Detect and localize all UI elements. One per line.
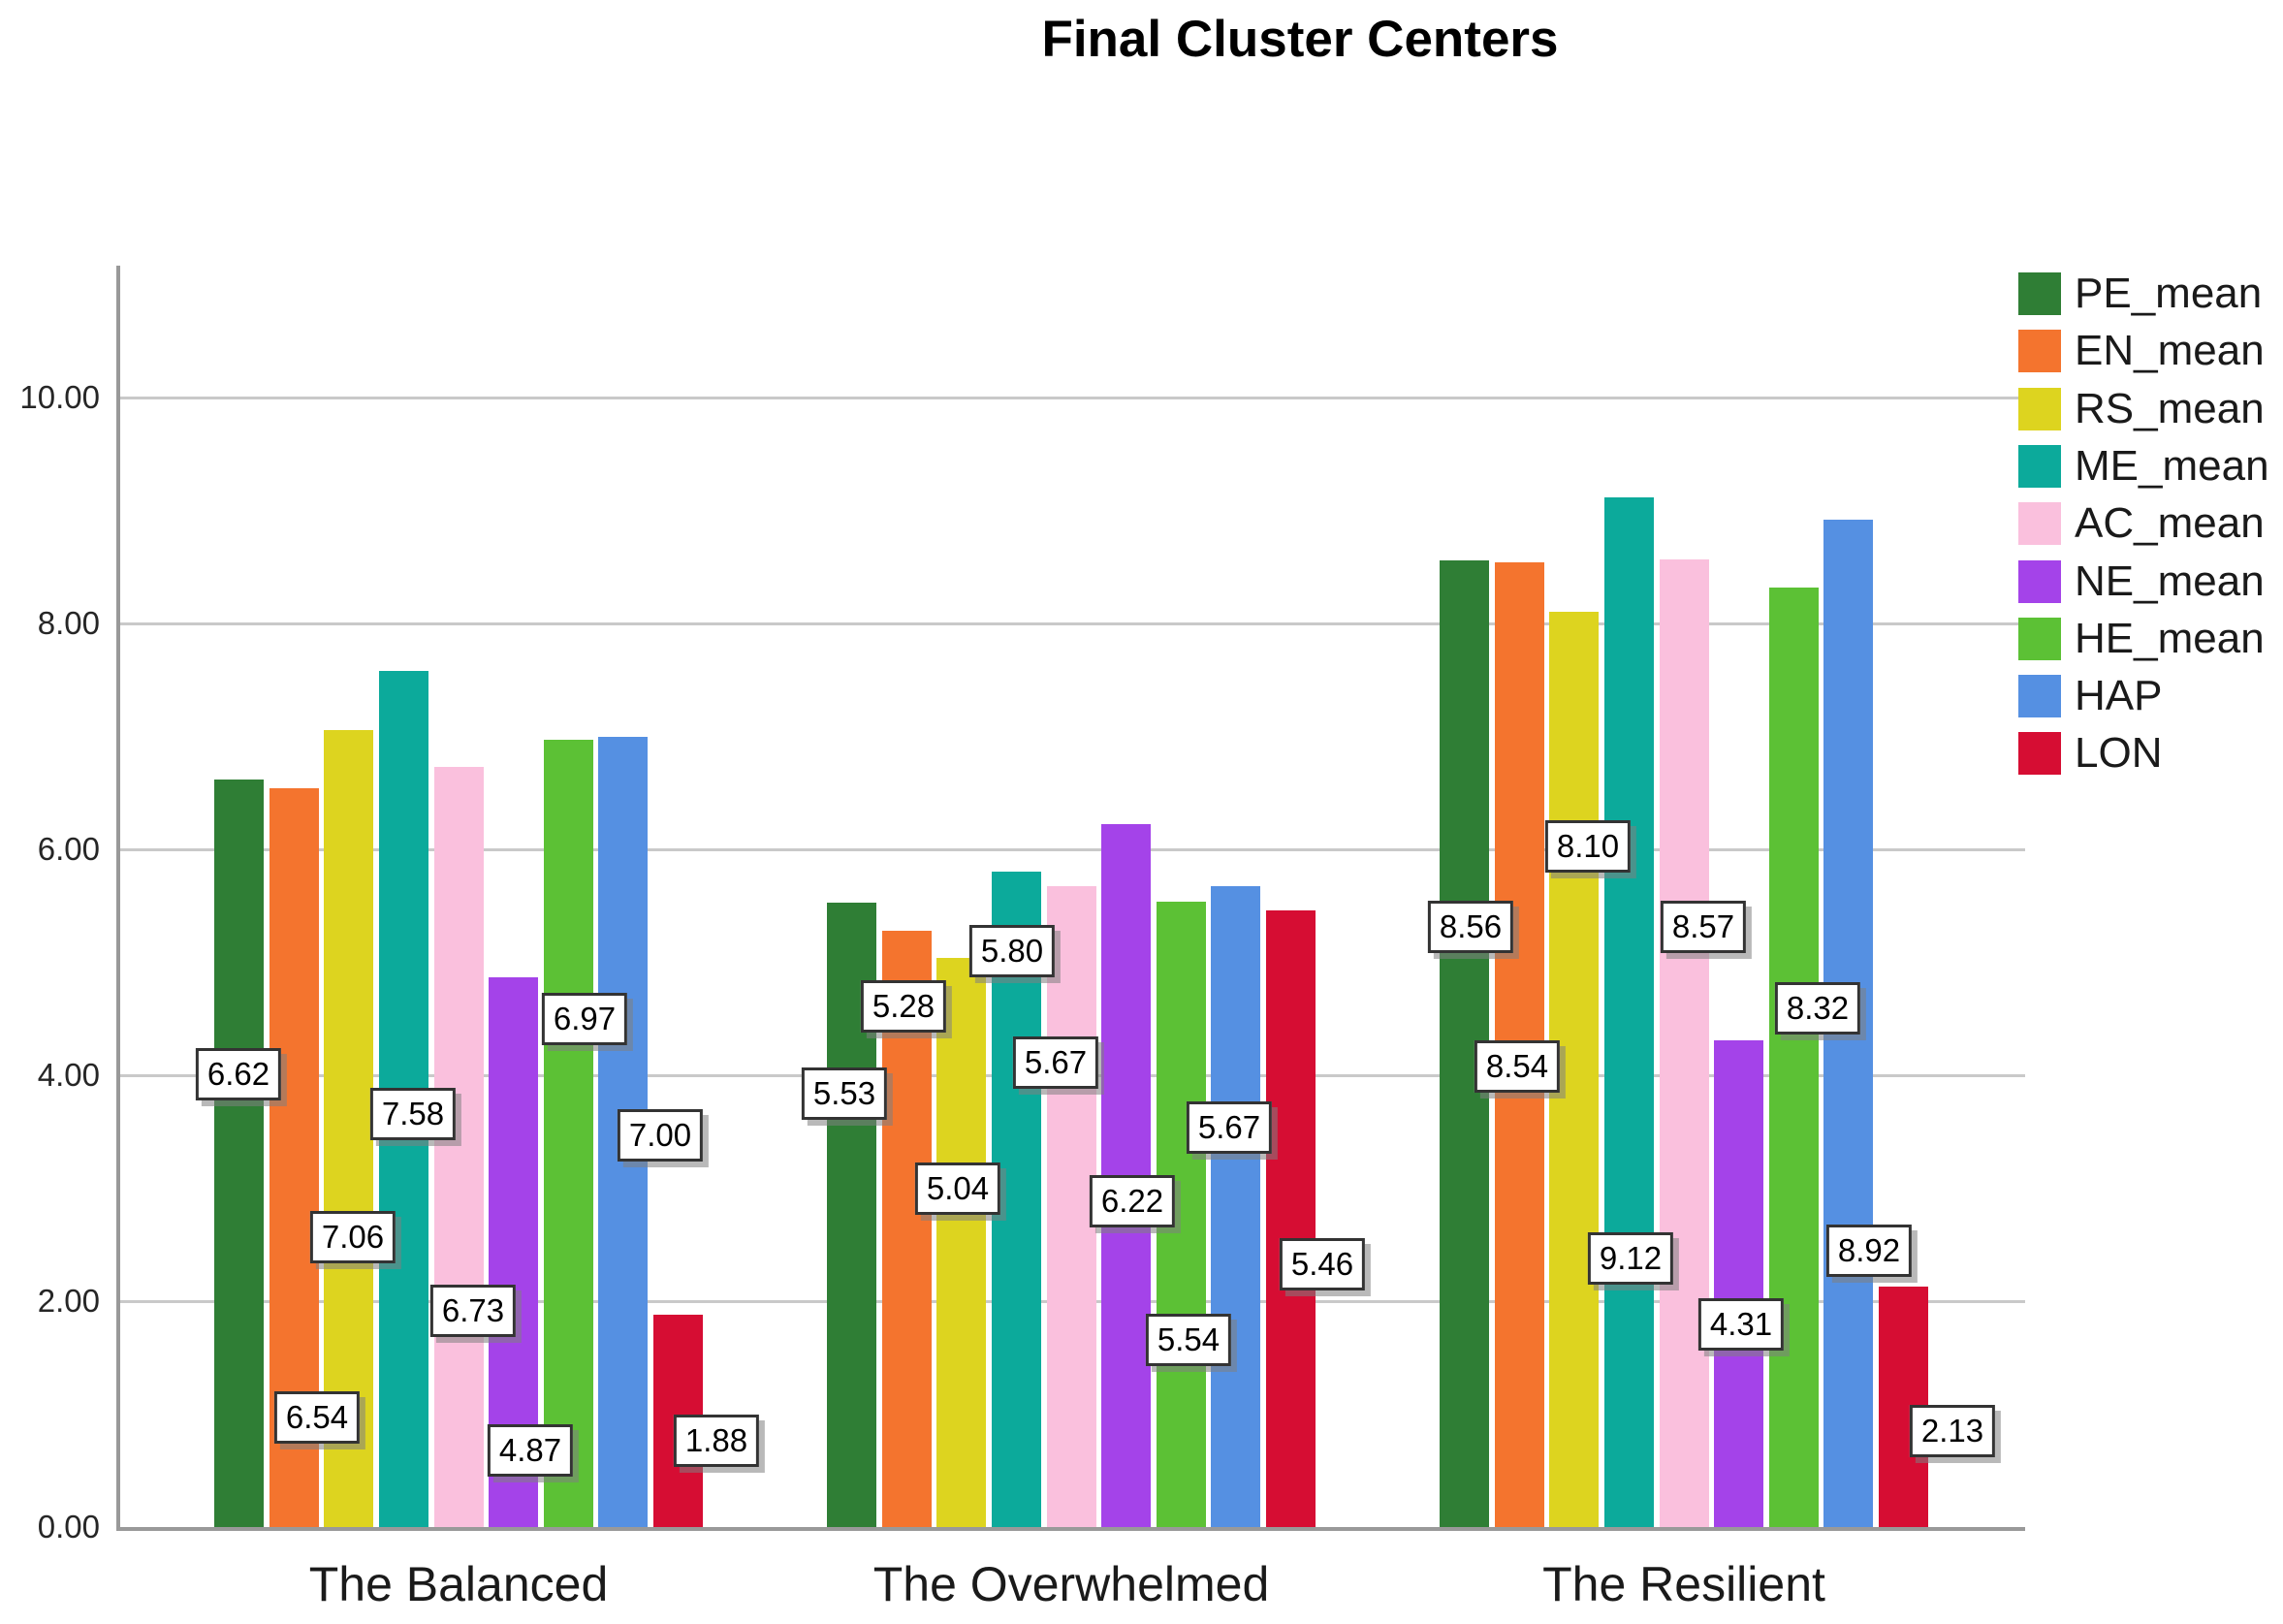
legend-swatch-AC_mean <box>2018 502 2061 546</box>
legend-label-RS_mean: RS_mean <box>2075 384 2265 432</box>
gridline-8.00 <box>120 622 2025 625</box>
legend-swatch-LON <box>2018 732 2061 776</box>
legend-swatch-ME_mean <box>2018 444 2061 488</box>
legend-label-PE_mean: PE_mean <box>2075 270 2263 317</box>
gridline-10.00 <box>120 397 2025 399</box>
value-label-RS_mean-cat1: 5.04 <box>914 1162 1001 1215</box>
value-label-HAP-cat1: 5.67 <box>1186 1100 1273 1154</box>
value-label-RS_mean-cat0: 7.06 <box>309 1210 396 1263</box>
bar-AC_mean-cat0 <box>433 766 484 1527</box>
value-label-LON-cat1: 5.46 <box>1279 1237 1366 1290</box>
category-label-1: The Overwhelmed <box>872 1557 1270 1611</box>
value-label-ME_mean-cat0: 7.58 <box>369 1087 457 1140</box>
bar-PE_mean-cat0 <box>214 779 265 1527</box>
y-tick-label: 2.00 <box>37 1283 100 1319</box>
legend-label-AC_mean: AC_mean <box>2075 499 2265 548</box>
value-label-RS_mean-cat2: 8.10 <box>1544 819 1632 873</box>
legend-swatch-HAP <box>2018 675 2061 718</box>
value-label-EN_mean-cat1: 5.28 <box>860 979 947 1033</box>
legend-label-EN_mean: EN_mean <box>2075 327 2265 375</box>
category-label-0: The Balanced <box>308 1557 609 1611</box>
y-tick-label: 6.00 <box>37 831 100 867</box>
value-label-HE_mean-cat1: 5.54 <box>1145 1313 1232 1366</box>
value-label-HAP-cat2: 8.92 <box>1825 1224 1913 1277</box>
legend: PE_mean EN_mean RS_mean ME_mean AC_mean NE_me… <box>2018 0 2283 1624</box>
y-tick-label: 8.00 <box>37 605 100 641</box>
legend-label-NE_mean: NE_mean <box>2075 557 2265 605</box>
value-label-NE_mean-cat1: 6.22 <box>1089 1175 1176 1228</box>
chart-title: Final Cluster Centers <box>1041 11 1559 68</box>
value-label-EN_mean-cat2: 8.54 <box>1474 1039 1561 1093</box>
bar-AC_mean-cat1 <box>1046 886 1096 1527</box>
bar-AC_mean-cat2 <box>1659 558 1709 1527</box>
value-label-AC_mean-cat2: 8.57 <box>1660 901 1747 954</box>
gridline-6.00 <box>120 848 2025 851</box>
value-label-PE_mean-cat0: 6.62 <box>195 1047 282 1100</box>
value-label-HAP-cat0: 7.00 <box>617 1108 704 1162</box>
bar-ME_mean-cat2 <box>1603 496 1654 1527</box>
y-tick-label: 0.00 <box>37 1509 100 1544</box>
x-axis-baseline <box>116 1527 2025 1531</box>
value-label-HE_mean-cat0: 6.97 <box>541 992 628 1045</box>
bar-HE_mean-cat0 <box>543 739 593 1527</box>
legend-swatch-PE_mean <box>2018 272 2061 315</box>
value-label-EN_mean-cat0: 6.54 <box>273 1390 361 1444</box>
bar-LON-cat1 <box>1265 909 1316 1527</box>
bar-HAP-cat1 <box>1211 886 1261 1527</box>
bar-RS_mean-cat1 <box>936 957 987 1527</box>
legend-swatch-HE_mean <box>2018 617 2061 660</box>
legend-label-HAP: HAP <box>2075 672 2163 720</box>
legend-label-HE_mean: HE_mean <box>2075 614 2265 662</box>
value-label-LON-cat0: 1.88 <box>673 1415 760 1468</box>
value-label-LON-cat2: 2.13 <box>1909 1404 1996 1457</box>
value-label-ME_mean-cat1: 5.80 <box>968 924 1056 977</box>
legend-swatch-RS_mean <box>2018 387 2061 430</box>
legend-swatch-NE_mean <box>2018 559 2061 603</box>
y-tick-label: 4.00 <box>37 1057 100 1093</box>
bar-NE_mean-cat2 <box>1714 1039 1764 1527</box>
value-label-ME_mean-cat2: 9.12 <box>1587 1231 1674 1285</box>
value-label-NE_mean-cat2: 4.31 <box>1697 1298 1785 1352</box>
legend-swatch-EN_mean <box>2018 330 2061 373</box>
value-label-NE_mean-cat0: 4.87 <box>487 1423 574 1477</box>
bar-HE_mean-cat2 <box>1768 587 1819 1527</box>
value-label-PE_mean-cat2: 8.56 <box>1427 901 1514 954</box>
legend-label-LON: LON <box>2075 729 2163 778</box>
value-label-AC_mean-cat1: 5.67 <box>1012 1036 1099 1090</box>
value-label-HE_mean-cat2: 8.32 <box>1774 982 1861 1035</box>
y-tick-label: 10.00 <box>19 379 100 415</box>
value-label-PE_mean-cat1: 5.53 <box>801 1067 888 1120</box>
value-label-AC_mean-cat0: 6.73 <box>429 1285 517 1338</box>
category-label-2: The Resilient <box>1542 1557 1825 1611</box>
y-axis-line <box>116 266 120 1531</box>
legend-label-ME_mean: ME_mean <box>2075 441 2269 490</box>
